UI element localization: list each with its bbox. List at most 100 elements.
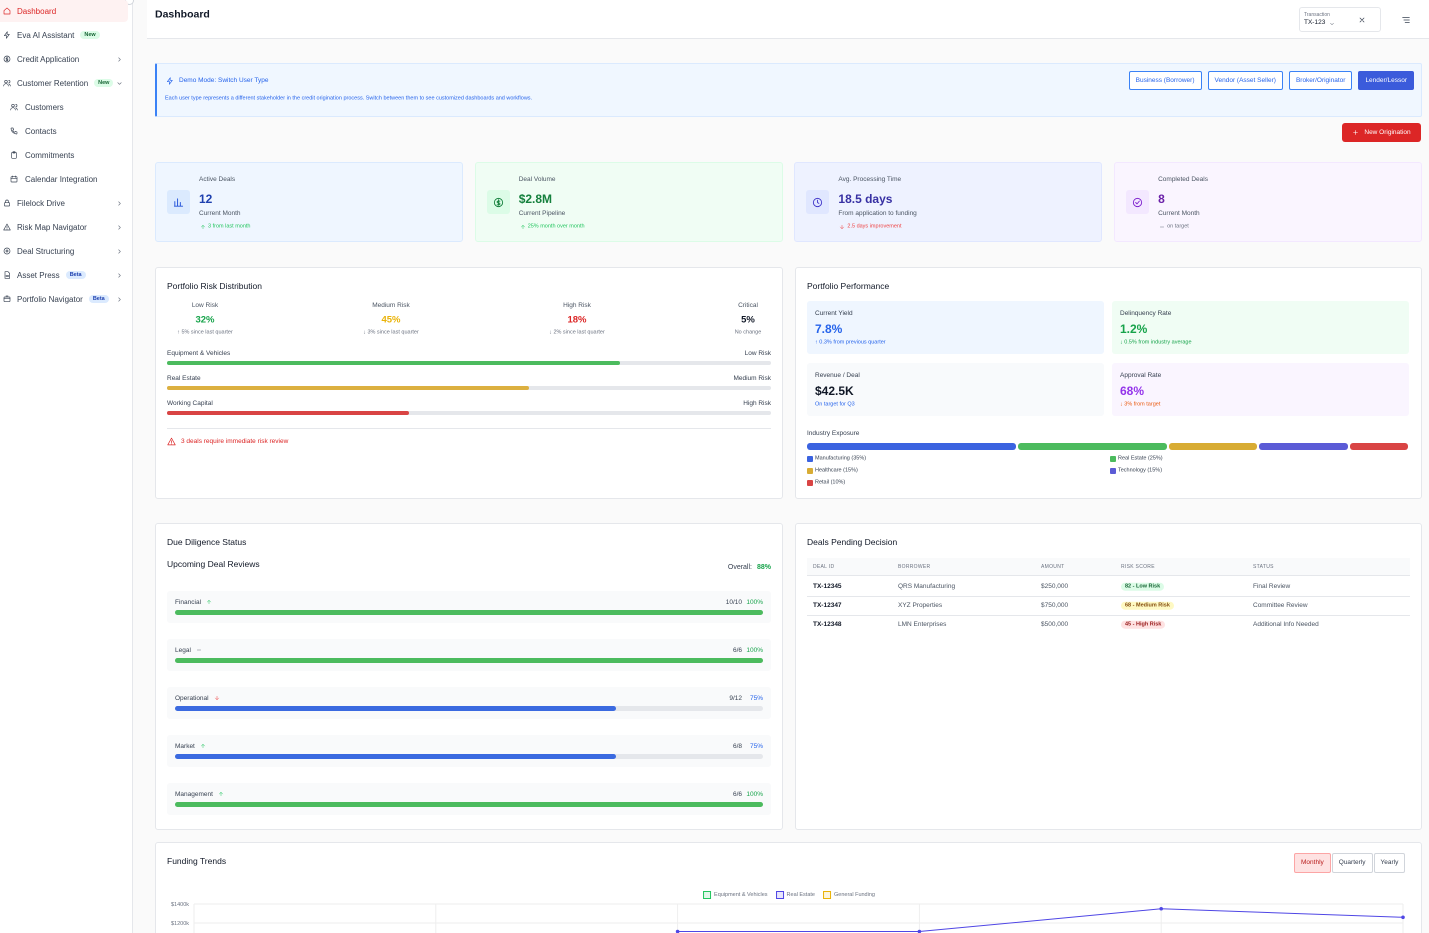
sidebar-label: Asset Press: [17, 270, 60, 280]
review-trend: [214, 695, 220, 701]
stat-icon: [1132, 197, 1143, 208]
legend-swatch: [807, 479, 813, 486]
review-count: 6/6: [732, 790, 742, 798]
stat-subtitle: From application to funding: [838, 209, 917, 217]
transaction-box[interactable]: [1299, 7, 1381, 32]
icon-part: [118, 224, 121, 230]
sidebar-item[interactable]: Customer Retention New: [17, 75, 114, 91]
sidebar-icon: [3, 199, 11, 207]
sidebar-icon: [3, 295, 11, 303]
card-title: Due Diligence Status: [167, 536, 247, 547]
risk-level-change: ↓ 2% since last quarter: [549, 329, 605, 336]
exposure-legend-label: Retail (10%): [815, 479, 846, 486]
icon-part: [214, 696, 219, 700]
icon-part: [5, 249, 9, 253]
review-name: Management: [175, 790, 213, 798]
icon-part: [200, 744, 205, 748]
exposure-segment: [1168, 443, 1258, 450]
period-button[interactable]: Yearly: [1373, 853, 1406, 873]
progress-track: [167, 410, 771, 415]
icon-part: [167, 76, 173, 85]
icon-part: [1359, 17, 1365, 22]
plus-icon: [1352, 129, 1359, 136]
sidebar-item[interactable]: Dashboard: [17, 3, 56, 19]
sidebar-icon: [3, 55, 11, 63]
transaction-clear: [1358, 16, 1366, 24]
icon-part: [200, 744, 205, 748]
funding-card: [155, 842, 1422, 933]
risk-bar-label: Working Capital: [167, 399, 213, 407]
sidebar-item[interactable]: Contacts: [25, 123, 57, 139]
icon-part: [11, 152, 17, 159]
metric-value: 1.2%: [1120, 321, 1148, 336]
sidebar-item[interactable]: Portfolio Navigator Beta: [17, 291, 109, 307]
metric-tile: [1112, 363, 1409, 416]
demo-buttons: Business (Borrower) Vendor (Asset Seller)…: [1128, 71, 1414, 90]
metric-note: On target for Q3: [815, 401, 855, 408]
stat-title: Deal Volume: [518, 176, 556, 184]
sidebar-item[interactable]: Calendar Integration: [25, 171, 98, 187]
sidebar-item[interactable]: Customers: [25, 99, 64, 115]
sidebar-item[interactable]: Deal Structuring: [17, 243, 74, 259]
icon-part: [3, 223, 11, 231]
sidebar-item[interactable]: Asset Press Beta: [17, 267, 86, 283]
table-cell: XYZ Properties: [898, 601, 943, 609]
sidebar-label: Risk Map Navigator: [17, 222, 87, 232]
review-name-row: Financial: [175, 597, 212, 607]
sidebar-icon: [3, 7, 11, 15]
icon-part: [1353, 130, 1359, 135]
table-header: AMOUNT: [1041, 564, 1065, 570]
period-button[interactable]: Quarterly: [1331, 853, 1373, 873]
risk-badge: 45 - High Risk: [1121, 620, 1166, 629]
row-divider: [807, 614, 1410, 616]
new-origination-button[interactable]: New Origination: [1342, 123, 1421, 142]
sidebar-item[interactable]: Risk Map Navigator: [17, 219, 87, 235]
legend-swatch: [703, 891, 712, 899]
table-cell: QRS Manufacturing: [898, 582, 956, 590]
sidebar-chevron: [116, 56, 123, 63]
metric-tile: [807, 363, 1104, 416]
icon-part: [4, 80, 8, 84]
user-type-button[interactable]: Vendor (Asset Seller): [1207, 71, 1283, 90]
icon-part: [1133, 197, 1143, 207]
stat-card: [794, 162, 1103, 242]
icon-part: [10, 104, 18, 111]
table-header-bg: [807, 558, 1410, 576]
card-title: Portfolio Performance: [807, 280, 890, 291]
icon-part: [3, 31, 10, 39]
icon-part: [840, 225, 845, 229]
stat-card: [155, 162, 463, 242]
legend-swatch: [822, 891, 831, 899]
user-type-button[interactable]: Broker/Originator: [1288, 71, 1353, 90]
stat-change: 2.5 days improvement: [847, 223, 902, 230]
sidebar-item[interactable]: Eva AI Assistant New: [17, 27, 100, 43]
sidebar-item[interactable]: Credit Application: [17, 51, 79, 67]
metric-note: ↓ 0.5% from industry average: [1120, 339, 1192, 346]
review-name: Operational: [175, 694, 209, 702]
transaction-chevron: [1329, 21, 1335, 27]
icon-part: [4, 271, 10, 279]
user-type-button[interactable]: Business (Borrower): [1128, 71, 1202, 90]
stat-card: [1114, 162, 1423, 242]
icon-part: [12, 151, 16, 154]
icon-part: [218, 792, 223, 796]
icon-part: [117, 81, 122, 85]
sidebar-badge: New: [94, 79, 114, 87]
icon-part: [10, 127, 18, 135]
sidebar-label: Filelock Drive: [17, 198, 66, 208]
sidebar-item[interactable]: Commitments: [25, 147, 74, 163]
period-button[interactable]: Monthly: [1294, 853, 1331, 873]
sidebar-label: Credit Application: [17, 54, 80, 64]
sidebar-item[interactable]: Filelock Drive: [17, 195, 65, 211]
exposure-legend-label: Healthcare (15%): [815, 467, 858, 474]
sidebar-badge: Beta: [88, 295, 109, 303]
table-cell: Committee Review: [1253, 601, 1308, 609]
sidebar-icon: [10, 127, 18, 135]
progress-fill: [167, 360, 620, 365]
user-type-button[interactable]: Lender/Lessor: [1358, 71, 1414, 90]
sidebar-icon: [3, 247, 11, 255]
metric-tile: [807, 301, 1104, 354]
sidebar-icon: [3, 79, 11, 87]
review-trend: [218, 791, 224, 797]
icon-part: [1359, 17, 1365, 22]
